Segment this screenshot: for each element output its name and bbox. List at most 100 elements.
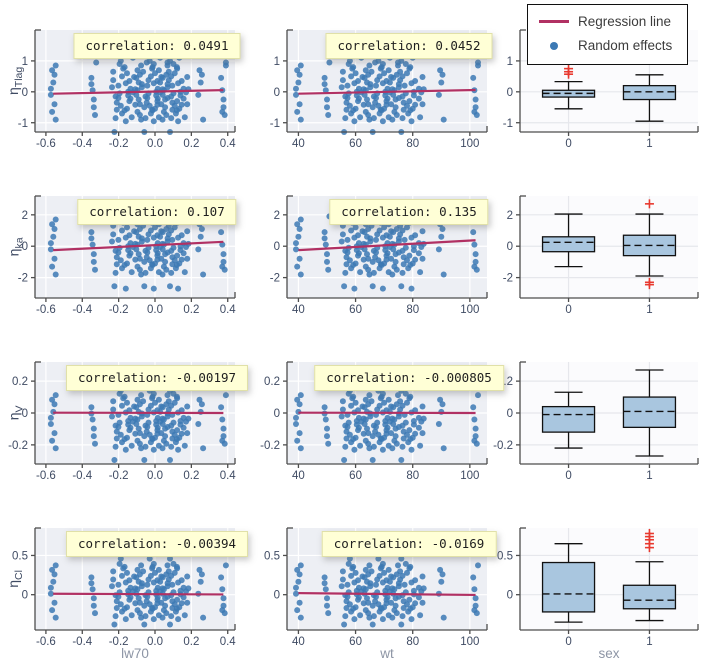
y-tick-label: 0 xyxy=(22,241,28,253)
x-tick-label: -0.2 xyxy=(109,470,129,482)
x-tick-label: 80 xyxy=(406,138,419,150)
x-tick-label: 0.0 xyxy=(147,470,163,482)
x-tick-label: -0.4 xyxy=(72,304,92,316)
x-tick-label: 0.2 xyxy=(183,636,199,648)
x-tick-label: 80 xyxy=(406,304,419,316)
axes xyxy=(516,195,699,302)
x-tick-label: 0 xyxy=(565,636,571,648)
axes xyxy=(283,527,488,634)
box xyxy=(541,236,596,253)
x-tick-label: 100 xyxy=(460,636,479,648)
y-tick-label: 1 xyxy=(507,56,513,68)
x-tick-label: 0.4 xyxy=(220,304,237,316)
boxplot-sex-0 xyxy=(541,213,596,268)
regression-line-swatch-icon xyxy=(539,20,569,23)
x-tick-label: 40 xyxy=(292,304,305,316)
y-tick-label: 1 xyxy=(274,56,280,68)
axes xyxy=(31,361,236,468)
boxplot-sex-0 xyxy=(541,543,596,623)
y-tick-label: 2 xyxy=(507,210,513,222)
legend-item-regression-line: Regression line xyxy=(539,14,672,29)
y-tick-label: 0 xyxy=(274,590,280,602)
x-tick-label: -0.4 xyxy=(72,636,92,648)
legend-label: Regression line xyxy=(578,14,672,29)
axes xyxy=(31,195,236,302)
y-tick-label: 0 xyxy=(507,241,513,253)
correlation-badge: correlation: -0.00197 xyxy=(65,365,249,391)
x-tick-label: 0 xyxy=(565,304,571,316)
boxplot-sex-0 xyxy=(541,391,596,449)
regression-line xyxy=(298,592,476,597)
box xyxy=(622,84,677,101)
box-panel-row3-col2: 0 1 0 0.5 xyxy=(497,527,699,648)
x-tick-label: 0.0 xyxy=(147,138,163,150)
x-tick-label: 1 xyxy=(646,470,652,482)
axes xyxy=(516,29,699,136)
x-tick-label: -0.2 xyxy=(109,138,129,150)
x-tick-label: 60 xyxy=(349,138,362,150)
x-tick-label: 40 xyxy=(292,470,305,482)
x-tick-label: -0.6 xyxy=(36,138,56,150)
x-tick-label: 0.0 xyxy=(147,304,163,316)
x-tick-label: 60 xyxy=(349,636,362,648)
x-tick-label: 1 xyxy=(646,304,652,316)
boxplot-sex-1 xyxy=(622,74,677,122)
axes xyxy=(283,195,488,302)
boxplot-sex-1 xyxy=(622,528,677,622)
y-axis-label-eta-cl: ηCl xyxy=(5,570,25,588)
regression-line xyxy=(53,592,224,596)
y-tick-label: 2 xyxy=(22,210,28,222)
x-tick-label: -0.4 xyxy=(72,138,92,150)
y-tick-label: 0.5 xyxy=(12,550,28,562)
x-tick-label: 0.2 xyxy=(183,138,199,150)
correlation-badge: correlation: -0.000805 xyxy=(314,365,504,391)
x-tick-label: 0.2 xyxy=(183,470,199,482)
x-tick-label: 0.4 xyxy=(220,470,237,482)
y-tick-label: 0 xyxy=(22,408,28,420)
x-tick-label: -0.6 xyxy=(36,470,56,482)
box-panel-row2-col2: 0 1-0.200.2 xyxy=(493,361,699,482)
y-tick-label: 0 xyxy=(274,408,280,420)
x-tick-label: 0.4 xyxy=(220,138,237,150)
y-tick-label: -0.2 xyxy=(260,440,280,452)
y-tick-label: -2 xyxy=(18,273,28,285)
correlation-badge: correlation: 0.135 xyxy=(329,199,489,225)
axes xyxy=(31,29,236,136)
y-tick-label: 0.5 xyxy=(497,550,513,562)
x-tick-label: -0.6 xyxy=(36,636,56,648)
axes xyxy=(516,361,699,468)
x-tick-label: 100 xyxy=(460,470,479,482)
y-axis-label-eta-ka: ηka xyxy=(5,237,25,257)
axes xyxy=(31,527,236,634)
correlation-badge: correlation: -0.00394 xyxy=(65,531,249,557)
x-tick-label: -0.2 xyxy=(109,304,129,316)
regression-line xyxy=(298,239,476,252)
y-tick-label: -1 xyxy=(18,118,28,130)
x-tick-label: 40 xyxy=(292,138,305,150)
regression-line xyxy=(53,240,224,252)
y-tick-label: -1 xyxy=(503,118,513,130)
y-tick-label: 0 xyxy=(274,241,280,253)
y-tick-label: 0.2 xyxy=(264,376,280,388)
x-tick-label: 0 xyxy=(565,470,571,482)
y-tick-label: 0 xyxy=(22,590,28,602)
y-tick-label: 2 xyxy=(274,210,280,222)
y-tick-label: 1 xyxy=(22,56,28,68)
x-tick-label: 60 xyxy=(349,470,362,482)
random-effects-points xyxy=(47,544,229,628)
y-tick-label: 0.5 xyxy=(264,550,280,562)
x-tick-label: 100 xyxy=(460,138,479,150)
x-tick-label: 0 xyxy=(565,138,571,150)
x-tick-label: 100 xyxy=(460,304,479,316)
random-effects-points xyxy=(293,54,481,135)
x-tick-label: -0.6 xyxy=(36,304,56,316)
boxplot-sex-0 xyxy=(541,64,596,110)
correlation-badge: correlation: 0.107 xyxy=(77,199,237,225)
regression-line xyxy=(298,88,476,95)
y-tick-label: -1 xyxy=(270,118,280,130)
y-tick-label: 0 xyxy=(507,408,513,420)
box xyxy=(541,561,596,613)
x-tick-label: 0.0 xyxy=(147,636,163,648)
